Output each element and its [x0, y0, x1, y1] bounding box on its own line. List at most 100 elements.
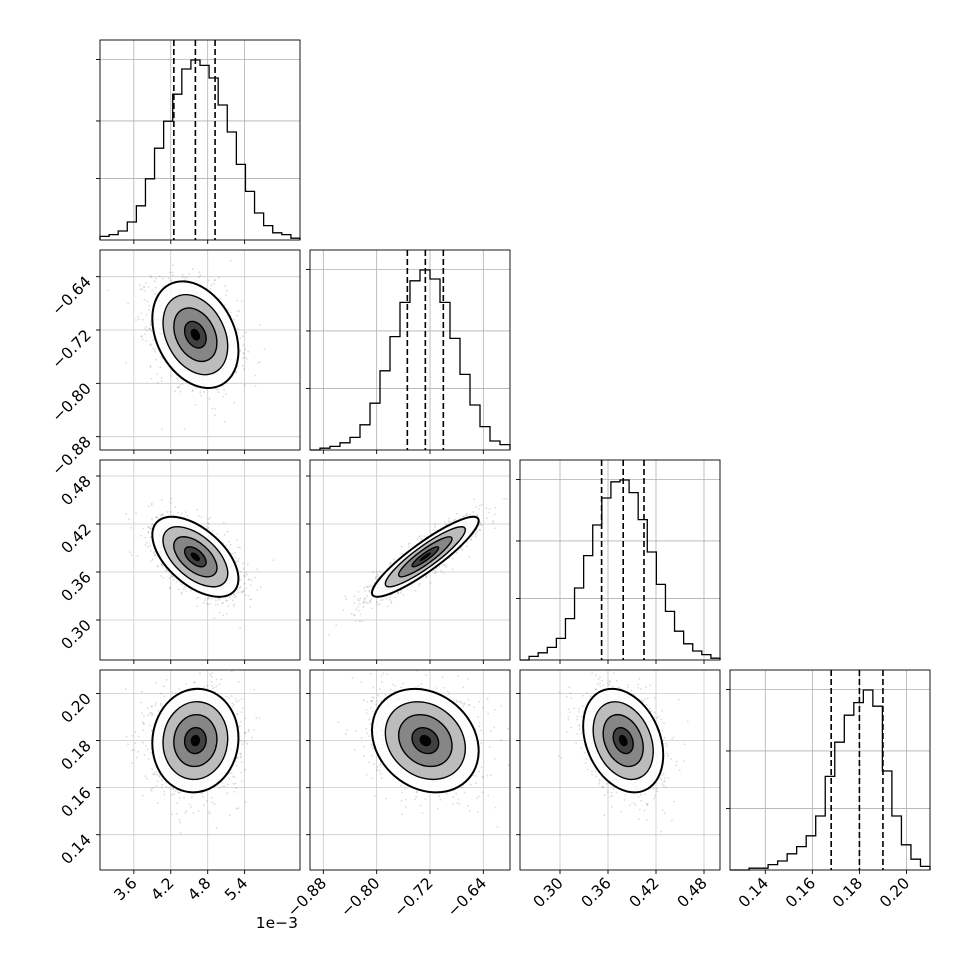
- scatter-point: [237, 807, 240, 809]
- scatter-point: [233, 605, 236, 607]
- scatter-point: [233, 790, 236, 793]
- scatter-point: [376, 601, 378, 604]
- scatter-point: [171, 576, 174, 578]
- scatter-point: [161, 513, 164, 516]
- scatter-point: [245, 587, 247, 590]
- scatter-point: [357, 599, 360, 602]
- scatter-point: [176, 802, 179, 805]
- scatter-point: [246, 573, 248, 576]
- scatter-point: [143, 754, 146, 756]
- scatter-point: [131, 734, 134, 737]
- scatter-point: [159, 355, 162, 358]
- scatter-point: [150, 525, 153, 527]
- scatter-point: [211, 407, 214, 410]
- scatter-point: [455, 551, 458, 554]
- scatter-point: [217, 388, 220, 391]
- scatter-point: [350, 612, 353, 615]
- scatter-point: [155, 286, 157, 289]
- scatter-point: [479, 529, 482, 531]
- scatter-point: [242, 344, 245, 347]
- scatter-point: [357, 610, 360, 612]
- scatter-point: [230, 259, 232, 262]
- scatter-point: [479, 521, 481, 524]
- scatter-point: [147, 531, 150, 534]
- scatter-point: [374, 577, 377, 580]
- scatter-point: [454, 518, 457, 521]
- scatter-point: [230, 311, 233, 314]
- scatter-point: [161, 779, 164, 782]
- scatter-point: [153, 280, 156, 283]
- scatter-point: [239, 756, 242, 759]
- scatter-point: [245, 572, 248, 574]
- scatter-point: [144, 775, 147, 778]
- scatter-point: [227, 540, 230, 543]
- scatter-point: [130, 527, 132, 529]
- scatter-point: [209, 674, 212, 676]
- scatter-point: [214, 599, 217, 602]
- scatter-point: [144, 333, 146, 335]
- scatter-point: [156, 802, 159, 805]
- scatter-point: [199, 672, 201, 675]
- scatter-point: [254, 374, 257, 377]
- scatter-point: [224, 285, 226, 288]
- scatter-point: [145, 340, 148, 342]
- density-contour-4: [190, 552, 201, 562]
- scatter-point: [185, 590, 188, 593]
- scatter-point: [211, 672, 214, 675]
- scatter-point: [160, 563, 163, 566]
- scatter-point: [149, 545, 152, 547]
- scatter-point: [142, 527, 145, 530]
- scatter-point: [176, 377, 179, 380]
- scatter-point: [243, 574, 246, 577]
- scatter-point: [239, 546, 242, 549]
- scatter-point: [181, 276, 184, 278]
- hist-panel-p3: [516, 459, 721, 664]
- scatter-point: [168, 577, 171, 579]
- hist-frame: [519, 459, 721, 661]
- scatter-point: [425, 575, 428, 578]
- scatter-point: [443, 521, 446, 524]
- scatter-point: [225, 294, 227, 297]
- scatter-point: [244, 356, 246, 359]
- scatter-point: [192, 389, 195, 391]
- scatter-point: [200, 516, 203, 519]
- scatter-point: [389, 596, 392, 599]
- scatter-point: [204, 597, 207, 600]
- scatter-point: [213, 279, 216, 282]
- scatter-point: [407, 543, 410, 545]
- scatter-point: [144, 327, 147, 330]
- scatter-point: [242, 335, 244, 338]
- scatter-point: [166, 511, 169, 513]
- scatter-point: [353, 614, 356, 617]
- scatter-point: [218, 683, 221, 685]
- scatter-point: [241, 562, 244, 565]
- scatter-point: [154, 293, 157, 295]
- scatter-point: [169, 587, 172, 590]
- scatter-point: [207, 603, 210, 606]
- scatter-point: [478, 504, 481, 507]
- scatter-point: [218, 599, 220, 601]
- scatter-point: [478, 524, 481, 526]
- scatter-point: [241, 707, 244, 710]
- scatter-point: [148, 309, 150, 311]
- scatter-point: [486, 517, 489, 520]
- scatter-point: [380, 599, 382, 602]
- scatter-point: [419, 582, 421, 585]
- scatter-point: [147, 526, 150, 529]
- scatter-point: [191, 268, 194, 271]
- scatter-point: [242, 368, 245, 370]
- scatter-point: [235, 371, 238, 374]
- scatter-point: [149, 365, 152, 367]
- scatter-point: [254, 576, 256, 579]
- scatter-point: [240, 579, 243, 581]
- scatter-point: [228, 814, 231, 817]
- scatter-point: [212, 530, 214, 532]
- scatter-point: [223, 667, 225, 669]
- scatter-point: [150, 378, 153, 380]
- scatter-point: [388, 564, 391, 567]
- scatter-point: [480, 524, 483, 527]
- scatter-point: [233, 551, 236, 554]
- scatter-point: [149, 327, 152, 330]
- scatter-point: [390, 602, 392, 604]
